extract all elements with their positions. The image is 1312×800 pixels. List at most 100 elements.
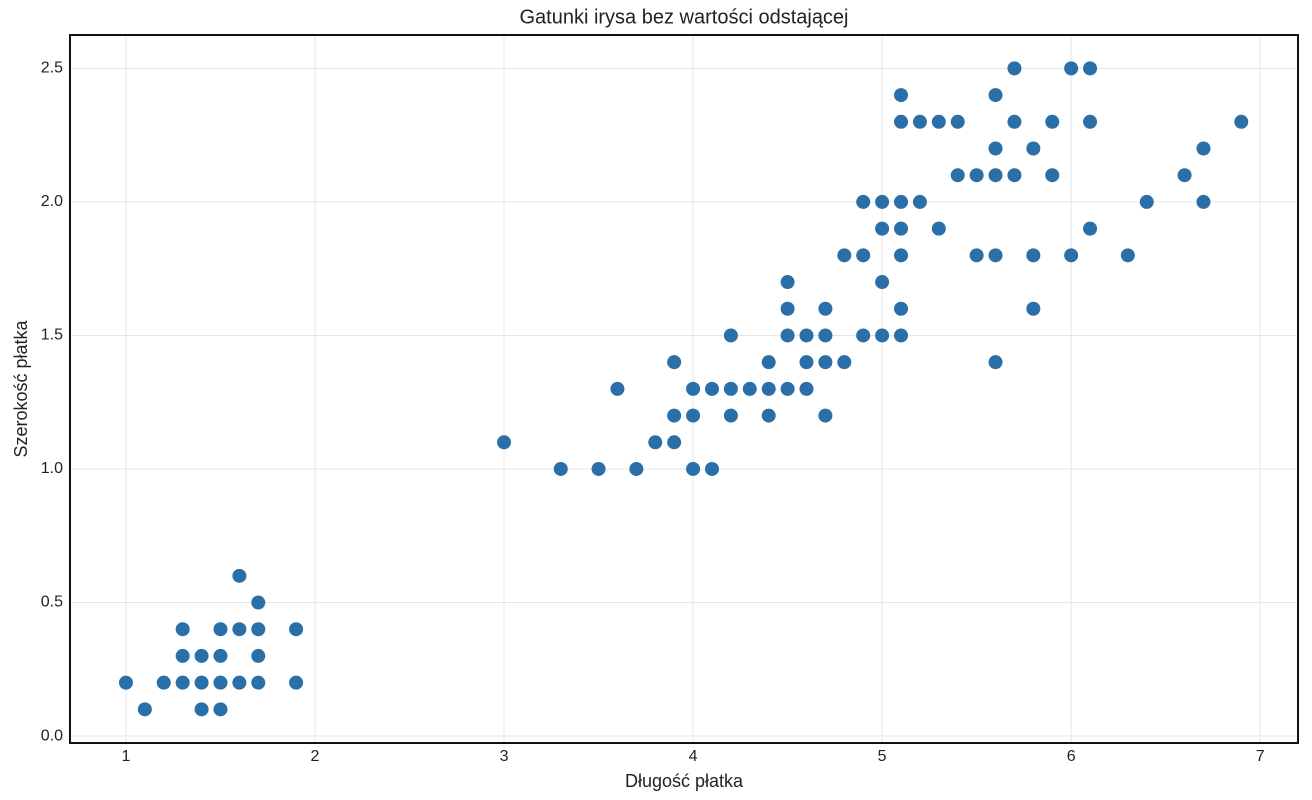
- point: [894, 114, 909, 129]
- y-tick-label: 0.5: [41, 594, 63, 611]
- point: [1120, 248, 1135, 263]
- point: [251, 622, 266, 637]
- point: [818, 408, 833, 423]
- point: [856, 194, 871, 209]
- point: [875, 221, 890, 236]
- point: [818, 301, 833, 316]
- point: [175, 648, 190, 663]
- point: [213, 622, 228, 637]
- point: [686, 461, 701, 476]
- point: [704, 381, 719, 396]
- point: [950, 168, 965, 183]
- point: [894, 194, 909, 209]
- point: [194, 675, 209, 690]
- point: [912, 114, 927, 129]
- point: [988, 141, 1003, 156]
- point: [799, 381, 814, 396]
- point: [780, 301, 795, 316]
- point: [837, 355, 852, 370]
- point: [799, 328, 814, 343]
- point: [251, 675, 266, 690]
- point: [761, 355, 776, 370]
- point: [232, 675, 247, 690]
- y-tick-label: 0.0: [41, 727, 63, 744]
- point: [1177, 168, 1192, 183]
- point: [194, 702, 209, 717]
- point: [931, 221, 946, 236]
- point: [969, 168, 984, 183]
- point: [1064, 61, 1079, 76]
- y-tick-label: 2.5: [41, 60, 63, 77]
- point: [289, 622, 304, 637]
- point: [894, 301, 909, 316]
- point: [761, 381, 776, 396]
- point: [723, 381, 738, 396]
- point: [289, 675, 304, 690]
- point: [667, 355, 682, 370]
- x-tick-label: 3: [500, 748, 509, 765]
- point: [1139, 194, 1154, 209]
- point: [988, 355, 1003, 370]
- point: [1007, 168, 1022, 183]
- point: [950, 114, 965, 129]
- point: [667, 435, 682, 450]
- plot-frame: [69, 34, 1299, 744]
- point: [761, 408, 776, 423]
- point: [818, 328, 833, 343]
- point: [856, 248, 871, 263]
- point: [894, 88, 909, 103]
- point: [1083, 114, 1098, 129]
- point: [1026, 301, 1041, 316]
- y-tick-label: 1.0: [41, 460, 63, 477]
- point: [232, 622, 247, 637]
- point: [648, 435, 663, 450]
- point: [875, 328, 890, 343]
- point: [686, 408, 701, 423]
- point: [629, 461, 644, 476]
- point: [1045, 168, 1060, 183]
- point: [1083, 221, 1098, 236]
- point: [894, 221, 909, 236]
- y-tick-label: 2.0: [41, 193, 63, 210]
- point: [1083, 61, 1098, 76]
- point: [213, 702, 228, 717]
- point: [686, 381, 701, 396]
- point: [969, 248, 984, 263]
- point: [875, 275, 890, 290]
- point: [723, 408, 738, 423]
- point: [818, 355, 833, 370]
- point: [799, 355, 814, 370]
- chart-title: Gatunki irysa bez wartości odstającej: [519, 6, 848, 28]
- x-tick-label: 5: [878, 748, 887, 765]
- point: [780, 328, 795, 343]
- point: [780, 275, 795, 290]
- point: [1045, 114, 1060, 129]
- point: [553, 461, 568, 476]
- point: [988, 248, 1003, 263]
- x-tick-label: 7: [1256, 748, 1265, 765]
- point: [1196, 194, 1211, 209]
- point: [213, 675, 228, 690]
- point: [875, 194, 890, 209]
- point: [988, 168, 1003, 183]
- x-tick-label: 6: [1067, 748, 1076, 765]
- point: [137, 702, 152, 717]
- point: [856, 328, 871, 343]
- point: [1007, 61, 1022, 76]
- y-axis-label: Szerokość płatka: [11, 319, 31, 457]
- point: [988, 88, 1003, 103]
- point: [704, 461, 719, 476]
- point: [213, 648, 228, 663]
- point: [156, 675, 171, 690]
- point: [1064, 248, 1079, 263]
- x-tick-label: 2: [311, 748, 320, 765]
- point: [1234, 114, 1249, 129]
- point: [175, 622, 190, 637]
- point: [251, 648, 266, 663]
- point: [1026, 248, 1041, 263]
- point: [912, 194, 927, 209]
- point: [894, 248, 909, 263]
- point: [780, 381, 795, 396]
